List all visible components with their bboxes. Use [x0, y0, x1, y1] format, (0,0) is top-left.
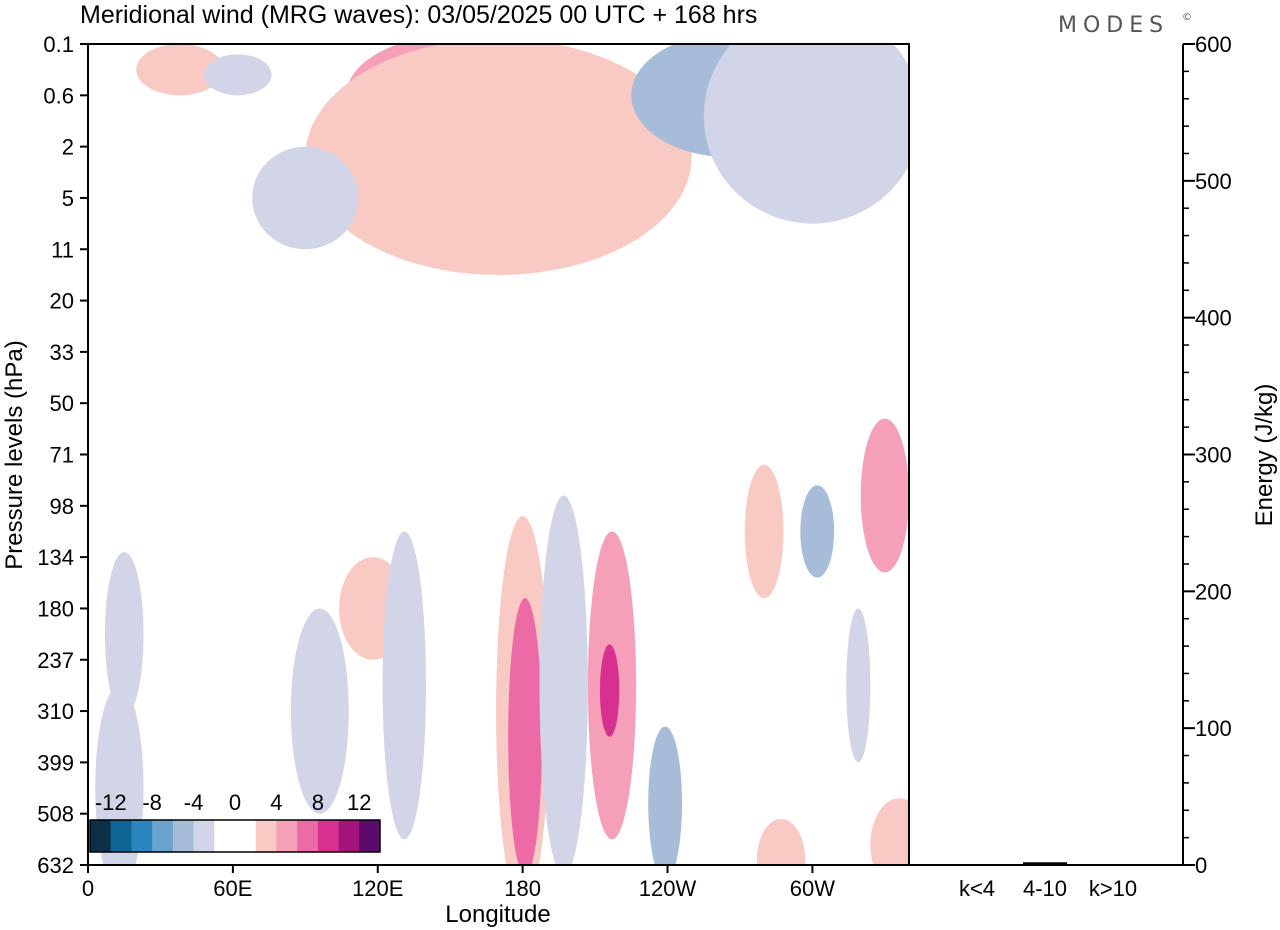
energy-bar — [1023, 862, 1067, 865]
colorbar-label: 4 — [270, 790, 282, 815]
contour-negative-160W-outer — [539, 495, 588, 865]
contour-positive-60W-lower — [870, 798, 909, 865]
longitude-axis: 0 60E 120E 180 120W 60W — [82, 865, 835, 901]
brand-logo: MODES — [1058, 13, 1169, 38]
colorbar-swatch — [131, 820, 153, 852]
colorbar-swatch — [214, 820, 236, 852]
colorbar-label: -4 — [184, 790, 204, 815]
y-tick-label: 0.1 — [43, 32, 74, 57]
colorbar-label: -8 — [142, 790, 162, 815]
x-tick-label: 60W — [790, 876, 835, 901]
x-tick-label: 60E — [213, 876, 252, 901]
energy-category-label: k<4 — [959, 876, 995, 901]
colorbar-swatch — [235, 820, 257, 852]
x-tick-label: 180 — [504, 876, 541, 901]
y-tick-label: 20 — [50, 289, 74, 314]
pressure-axis: 0.1 0.6 2 5 11 20 33 50 71 98 134 180 237 310 399 508 63… — [37, 32, 88, 878]
contour-stratosphere-negative-wide — [703, 44, 909, 224]
contour-positive-30W — [860, 418, 909, 573]
colorbar-swatch — [359, 820, 381, 852]
colorbar-swatch — [255, 820, 277, 852]
colorbar-frame — [89, 819, 381, 853]
contour-negative-180 — [382, 531, 427, 840]
contour-upper-left-positive — [136, 44, 224, 96]
y-tick-label: 98 — [50, 494, 74, 519]
y-tick-label: 5 — [62, 186, 74, 211]
energy-category-label: 4-10 — [1023, 876, 1067, 901]
colorbar-swatch — [110, 820, 132, 852]
y-tick-label: 399 — [37, 750, 74, 775]
colorbar-swatch — [297, 820, 319, 852]
contour-lower-strat-negative — [252, 146, 359, 250]
colorbar-swatch — [193, 820, 215, 852]
y-tick-label: 180 — [37, 596, 74, 621]
energy-panel: 0 100 200 300 400 500 600 k<4 4-10 k>10 — [959, 32, 1232, 901]
y-tick-label: 71 — [50, 443, 74, 468]
contour-stratosphere-positive-broad — [305, 44, 692, 275]
colorbar-swatch — [172, 820, 195, 852]
y-axis-label: Pressure levels (hPa) — [1, 340, 28, 569]
colorbar-label: 0 — [229, 790, 241, 815]
colorbar-label: -12 — [95, 790, 127, 815]
colorbar-label: 8 — [312, 790, 324, 815]
contour-field-layer — [95, 44, 909, 865]
y-tick-label: 0.6 — [43, 83, 74, 108]
y-tick-label: 134 — [37, 545, 74, 570]
colorbar-swatch — [317, 820, 340, 852]
y-tick-label: 310 — [37, 699, 74, 724]
y-tick-label: 50 — [50, 391, 74, 416]
brand-mark: © — [1182, 12, 1192, 23]
contour-negative-60W — [800, 485, 835, 578]
energy-tick-label: 500 — [1195, 169, 1232, 194]
contour-upper-left-negative — [203, 54, 272, 96]
contour-negative-120W-lower — [648, 726, 683, 865]
energy-tick-label: 200 — [1195, 579, 1232, 604]
y-tick-label: 11 — [51, 237, 74, 262]
y-tick-label: 33 — [50, 340, 74, 365]
colorbar: -12 -8 -4 0 4 8 12 — [89, 790, 381, 853]
contour-negative-134 — [290, 608, 349, 814]
contour-negative-15E-lower — [95, 685, 144, 865]
x-tick-label: 0 — [82, 876, 94, 901]
energy-tick-label: 100 — [1195, 716, 1232, 741]
energy-tick-label: 0 — [1195, 853, 1207, 878]
chart-title: Meridional wind (MRG waves): 03/05/2025 … — [80, 1, 757, 29]
contour-positive-90W — [744, 464, 784, 599]
energy-category-label: k>10 — [1089, 876, 1137, 901]
y-tick-label: 2 — [62, 135, 74, 160]
colorbar-swatch — [90, 820, 112, 852]
y-tick-label: 632 — [37, 853, 74, 878]
y-tick-label: 237 — [37, 648, 74, 673]
colorbar-swatch — [276, 820, 298, 852]
y-tick-label: 508 — [37, 802, 74, 827]
x-axis-label: Longitude — [445, 901, 550, 928]
x-tick-label: 120W — [639, 876, 697, 901]
energy-tick-label: 300 — [1195, 443, 1232, 468]
energy-tick-label: 400 — [1195, 306, 1232, 331]
energy-tick-label: 600 — [1195, 32, 1232, 57]
contour-negative-40W-lower — [846, 608, 871, 763]
contour-positive-180-core — [508, 598, 542, 865]
contour-negative-west-71 — [104, 551, 144, 717]
contour-positive-140W-peak — [599, 644, 620, 737]
contour-positive-80W-lower — [756, 818, 806, 865]
colorbar-label: 12 — [347, 790, 371, 815]
energy-axis-label: Energy (J/kg) — [1251, 384, 1278, 527]
colorbar-swatch — [152, 820, 174, 852]
x-tick-label: 120E — [352, 876, 403, 901]
colorbar-swatch — [338, 820, 360, 852]
